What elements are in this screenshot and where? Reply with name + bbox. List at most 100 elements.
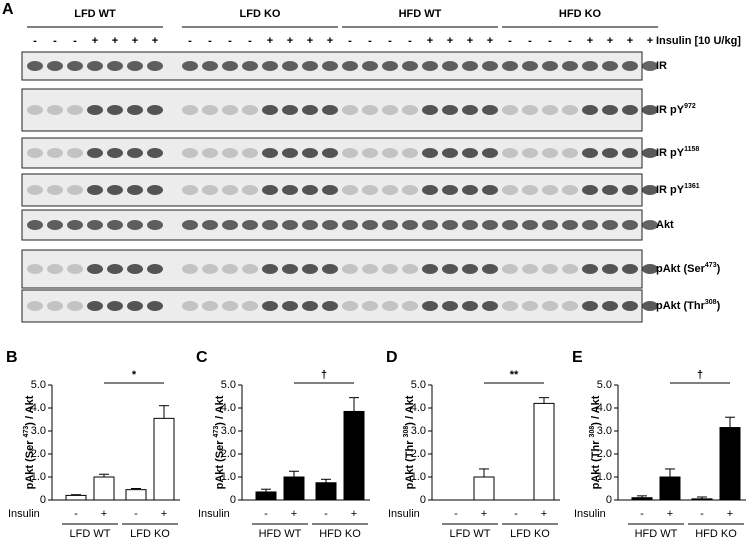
insulin-sign: - (53, 35, 57, 47)
blot-band (422, 301, 438, 311)
blot-band (87, 148, 103, 158)
x-tick-label: + (667, 508, 673, 520)
y-tick-label: 4.0 (411, 402, 426, 414)
x-axis-label: Insulin (8, 508, 40, 520)
row-label-sup: 308 (705, 299, 717, 306)
insulin-sign: - (528, 35, 532, 47)
group-label: LFD WT (450, 528, 491, 540)
blot-band (47, 264, 63, 274)
blot-band (622, 301, 638, 311)
row-label-text: Akt (656, 219, 674, 231)
bar (473, 476, 495, 501)
bar (659, 476, 681, 501)
blot-band (502, 220, 518, 230)
insulin-sign: + (627, 35, 633, 47)
blot-band (482, 148, 498, 158)
blot-band (87, 105, 103, 115)
insulin-sign: - (228, 35, 232, 47)
insulin-sign: + (647, 35, 653, 47)
blot-band (462, 148, 478, 158)
blot-band (602, 105, 618, 115)
blot-band (107, 185, 123, 195)
group-label: HFD WT (399, 8, 442, 20)
blot-band (262, 220, 278, 230)
blot-band (47, 220, 63, 230)
blot-band (462, 301, 478, 311)
blot-band (182, 301, 198, 311)
blot-band (322, 264, 338, 274)
x-tick-label: + (541, 508, 547, 520)
row-label: IR (656, 60, 667, 72)
blot-band (542, 220, 558, 230)
blot-band (642, 105, 658, 115)
insulin-sign: + (487, 35, 493, 47)
blot-band (242, 220, 258, 230)
group-label: LFD KO (240, 8, 281, 20)
blot-band (222, 301, 238, 311)
row-label: pAkt (Ser473) (656, 262, 721, 275)
insulin-sign: + (447, 35, 453, 47)
blot-band (27, 264, 43, 274)
blot-band (302, 264, 318, 274)
insulin-sign: - (33, 35, 37, 47)
blot-band (502, 301, 518, 311)
row-label-end: ) (717, 300, 721, 312)
insulin-sign: - (368, 35, 372, 47)
blot-band (262, 301, 278, 311)
insulin-sign: + (132, 35, 138, 47)
blot-band (562, 148, 578, 158)
x-tick-label: + (351, 508, 357, 520)
blot-band (47, 148, 63, 158)
blot-band (462, 61, 478, 71)
y-tick-label: 3.0 (31, 425, 46, 437)
blot-band (582, 148, 598, 158)
panel-letter: D (386, 349, 398, 366)
blot-band (107, 301, 123, 311)
bar (533, 402, 555, 501)
blot-band (127, 105, 143, 115)
insulin-sign: - (248, 35, 252, 47)
blot-band (127, 264, 143, 274)
blot-band (422, 185, 438, 195)
y-label-b: ) / Akt (214, 395, 226, 425)
panel-letter: E (572, 349, 583, 366)
blot-band (322, 185, 338, 195)
blot-band (622, 220, 638, 230)
blot-band (402, 185, 418, 195)
row-label-text: IR pY (656, 184, 685, 196)
insulin-sign: + (92, 35, 98, 47)
blot-band (147, 185, 163, 195)
insulin-sign: + (427, 35, 433, 47)
blot-band (522, 105, 538, 115)
blot-band (562, 105, 578, 115)
group-label: HFD KO (559, 8, 602, 20)
blot-band (482, 185, 498, 195)
y-axis-label: pAkt (Thr 308) / Akt (403, 395, 416, 489)
blot-band (242, 148, 258, 158)
blot-band (502, 185, 518, 195)
panel-letter: C (196, 349, 208, 366)
blot-band (502, 148, 518, 158)
blot-band (322, 148, 338, 158)
blot-band (482, 61, 498, 71)
y-tick-label: 1.0 (31, 471, 46, 483)
insulin-sign: - (348, 35, 352, 47)
blot-band (342, 105, 358, 115)
row-label-text: IR (656, 60, 667, 72)
blot-band (107, 220, 123, 230)
bar (65, 494, 87, 501)
x-axis-label: Insulin (198, 508, 230, 520)
insulin-sign: - (548, 35, 552, 47)
insulin-sign: - (208, 35, 212, 47)
insulin-sign: - (568, 35, 572, 47)
y-axis-label: pAkt (Thr 308) / Akt (589, 395, 602, 489)
blot-band (562, 220, 578, 230)
blot-band (382, 301, 398, 311)
blot-band (482, 301, 498, 311)
insulin-sign: - (508, 35, 512, 47)
row-label-text: pAkt (Thr (656, 300, 706, 312)
blot-band (442, 61, 458, 71)
insulin-sign: + (267, 35, 273, 47)
x-axis-label: Insulin (388, 508, 420, 520)
y-tick-label: 5.0 (597, 379, 612, 391)
